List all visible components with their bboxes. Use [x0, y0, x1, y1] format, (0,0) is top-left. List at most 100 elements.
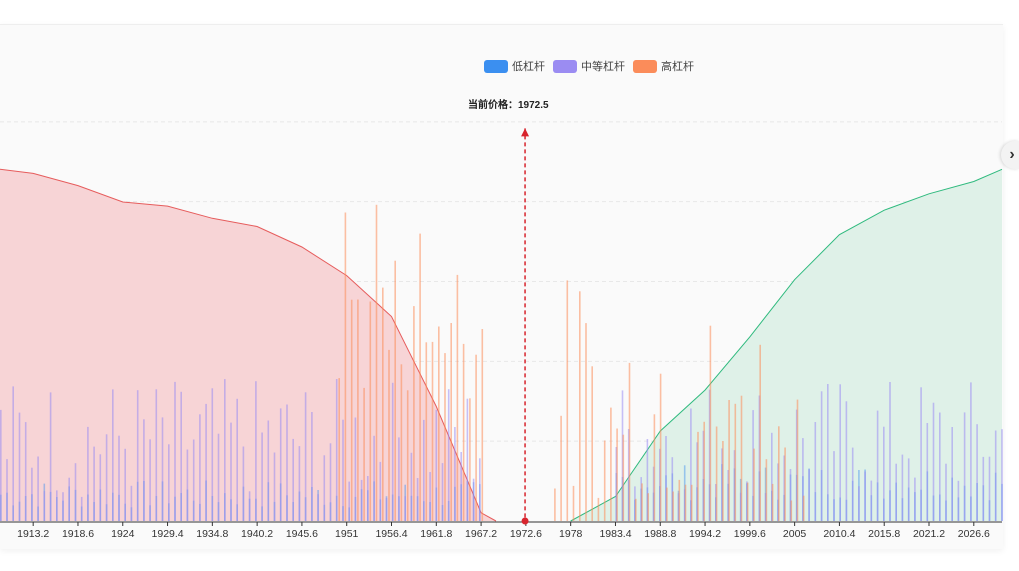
- bar-1-2011.90: [851, 447, 854, 521]
- bar-1-1931.70: [186, 449, 189, 521]
- bar-1-1992.40: [690, 408, 692, 521]
- bar-1-2000.65: [758, 395, 761, 521]
- bar-2-2004.50: [790, 500, 793, 521]
- legend-swatch-high: [633, 59, 657, 73]
- bar-2-1987.25: [647, 493, 649, 521]
- bar-1-1938.45: [242, 446, 245, 521]
- bar-1-1960.95: [429, 472, 431, 521]
- bar-1-1909.20: [0, 409, 2, 521]
- x-tick-label-7: 1951: [335, 528, 359, 540]
- bar-1-1987.15: [646, 439, 649, 521]
- bar-1-2014.90: [876, 410, 879, 521]
- bar-1-1917.45: [68, 477, 70, 521]
- bar-2-1988.00: [653, 414, 656, 521]
- bar-2-1996.25: [722, 441, 724, 521]
- bar-1-1963.20: [447, 389, 450, 521]
- bar-2-2001.50: [765, 459, 768, 521]
- bar-2-1964.25: [456, 274, 459, 521]
- bar-1-2008.90: [827, 384, 829, 521]
- bar-1-1942.20: [273, 452, 276, 521]
- bar-2-1965.00: [462, 343, 465, 521]
- x-tick-label-6: 1945.6: [286, 528, 318, 540]
- bar-1-1952.70: [360, 479, 363, 521]
- legend-label-medium: 中等杠杆: [581, 61, 625, 73]
- x-tick-labels: 1913.2 1918.6 1924 1929.4 1934.8 1940.2 1945.6…: [17, 528, 990, 540]
- bar-1-1963.95: [454, 427, 456, 521]
- bar-1-1954.20: [373, 435, 375, 521]
- x-tick-label-19: 2015.8: [868, 528, 900, 540]
- bar-1-1930.20: [174, 381, 176, 521]
- x-tick-label-17: 2005: [783, 528, 807, 540]
- current-price-dot: [521, 517, 529, 525]
- bar-2-1959.75: [419, 233, 421, 521]
- bar-2-1958.25: [406, 390, 409, 521]
- bar-2-1985.75: [635, 498, 637, 521]
- bar-2-1957.50: [400, 364, 403, 521]
- x-tick-label-0: 1913.2: [17, 528, 49, 540]
- bar-2-1981.25: [597, 497, 600, 521]
- long-liquidation-line: [0, 168, 497, 522]
- bar-1-2005.90: [802, 438, 804, 521]
- bar-1-1996.90: [727, 470, 729, 521]
- bar-1-1940.70: [261, 432, 263, 521]
- bar-1-1990.15: [671, 457, 674, 521]
- bar-1-1999.15: [746, 481, 748, 521]
- bar-1-1911.45: [18, 412, 21, 521]
- bar-1-1935.45: [217, 433, 220, 521]
- bar-2-1984.25: [622, 434, 625, 521]
- bar-1-1948.20: [323, 455, 326, 521]
- legend-item-high[interactable]: 高杠杆: [633, 58, 694, 74]
- x-tick-label-16: 1999.6: [734, 528, 766, 540]
- chevron-right-icon: ›: [1009, 146, 1015, 163]
- bar-1-1958.70: [410, 452, 413, 521]
- bar-1-2014.15: [870, 480, 873, 521]
- bar-1-2027.65: [982, 456, 985, 521]
- bar-1-1962.45: [441, 463, 444, 521]
- bar-1-1928.70: [161, 417, 164, 521]
- bar-2-1995.50: [715, 426, 718, 521]
- bar-2-1986.50: [641, 483, 643, 521]
- legend-item-low[interactable]: 低杠杆: [484, 58, 545, 74]
- bar-1-2029.15: [994, 430, 997, 521]
- bar-2-1956.75: [394, 260, 396, 521]
- current-price-label: 当前价格：1972.5: [468, 100, 549, 111]
- bar-1-1961.70: [435, 409, 438, 521]
- bar-2-1965.75: [469, 398, 471, 521]
- bar-1-1965.45: [466, 398, 469, 521]
- bar-1-1945.20: [298, 446, 301, 521]
- x-tick-label-14: 1988.8: [644, 528, 676, 540]
- bar-2-1962.00: [438, 326, 440, 521]
- bar-1-1943.70: [286, 404, 288, 521]
- bar-1-1921.95: [105, 434, 108, 521]
- next-arrow-button[interactable]: ›: [1001, 141, 1019, 169]
- bar-1-2019.40: [914, 477, 916, 521]
- bar-1-2011.15: [845, 401, 848, 521]
- bar-1-1910.70: [12, 386, 14, 521]
- bar-2-2003.75: [784, 447, 786, 521]
- bar-1-1912.95: [31, 467, 33, 521]
- bar-2-2005.25: [796, 399, 799, 521]
- bar-1-2004.40: [789, 469, 792, 521]
- legend-item-medium[interactable]: 中等杠杆: [553, 58, 625, 74]
- bar-2-1963.50: [450, 323, 452, 521]
- x-tick-label-11: 1972.6: [510, 528, 542, 540]
- bar-1-1989.40: [665, 436, 667, 521]
- bar-2-1956.00: [388, 349, 390, 521]
- bar-1-1947.45: [317, 494, 319, 521]
- x-tick-label-13: 1983.4: [599, 528, 631, 540]
- bar-2-1985.00: [628, 362, 631, 521]
- bar-2-1983.50: [616, 428, 618, 521]
- bar-2-1993.25: [697, 431, 699, 521]
- x-tick-label-2: 1924: [111, 528, 135, 540]
- bar-1-1993.15: [696, 442, 698, 521]
- legend[interactable]: 低杠杆 中等杠杆 高杠杆: [484, 58, 694, 74]
- bar-1-1946.70: [311, 412, 313, 521]
- leverage-bars: [0, 204, 1003, 522]
- bar-1-1924.20: [124, 448, 126, 521]
- bar-1-1939.95: [255, 381, 257, 521]
- bar-2-1959.00: [413, 306, 415, 521]
- x-tick-label-4: 1934.8: [196, 528, 228, 540]
- bar-1-1923.45: [118, 435, 120, 521]
- bar-1-1941.45: [267, 420, 270, 521]
- bar-1-1951.95: [354, 417, 357, 521]
